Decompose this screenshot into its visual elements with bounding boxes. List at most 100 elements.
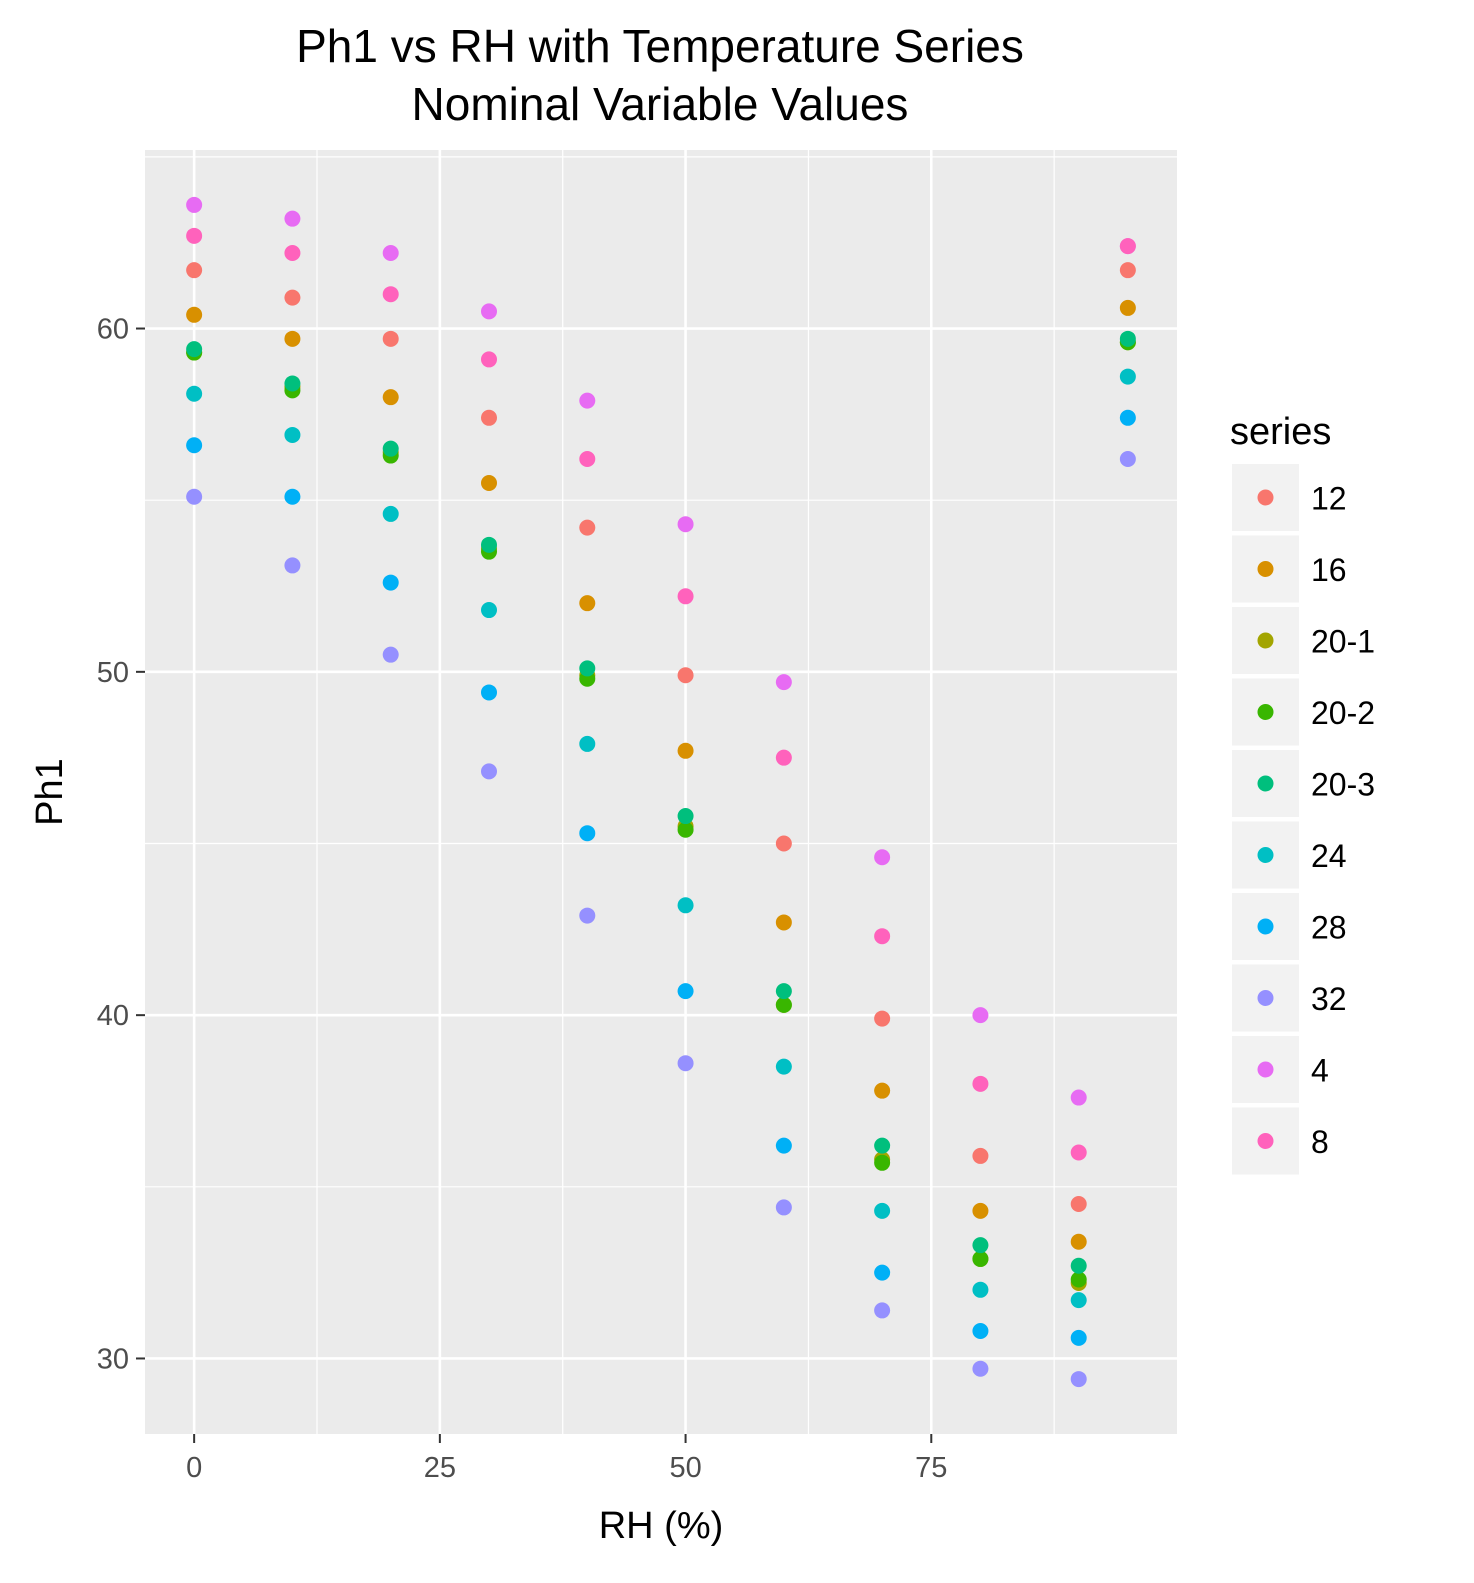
data-point-series-16 [775,914,792,931]
data-point-series-28 [186,437,203,454]
data-point-series-4 [677,516,694,533]
data-point-series-28 [972,1323,989,1340]
legend-key-marker [1257,489,1274,506]
legend-key-marker [1257,704,1274,720]
data-point-series-12 [775,835,792,852]
data-point-series-20-2 [972,1250,989,1267]
data-point-series-16 [284,330,301,347]
data-point-series-24 [1070,1292,1087,1309]
x-tick-label: 0 [186,1452,202,1484]
data-point-series-4 [186,196,203,213]
legend-label: 28 [1311,910,1347,946]
data-point-series-28 [1070,1329,1087,1346]
data-point-series-12 [186,262,203,279]
data-point-series-20-3 [186,341,203,358]
data-point-series-32 [874,1302,891,1319]
data-point-series-32 [579,907,596,924]
data-point-series-20-3 [1070,1257,1087,1274]
legend-key-marker [1257,775,1274,792]
legend-key-marker [1257,1061,1274,1078]
data-point-series-4 [579,392,596,409]
data-point-series-12 [677,667,694,684]
y-axis-ticks: 30 40 50 60 [97,314,145,1375]
data-point-series-28 [284,488,301,505]
legend-title: series [1230,411,1331,453]
data-point-series-32 [382,646,399,663]
data-point-series-24 [677,897,694,914]
data-point-series-20-2 [874,1154,891,1171]
data-point-series-20-3 [775,983,792,1000]
data-point-series-24 [972,1281,989,1298]
chart-subtitle: Nominal Variable Values [412,78,909,130]
data-point-series-24 [382,505,399,522]
data-point-series-12 [1070,1195,1087,1212]
data-point-series-20-3 [972,1237,989,1254]
data-point-series-20-3 [382,440,399,457]
legend-label: 32 [1311,981,1347,1017]
data-point-series-32 [972,1360,989,1377]
legend-label: 4 [1311,1053,1329,1089]
data-point-series-20-2 [1070,1271,1087,1288]
data-point-series-20-3 [579,660,596,677]
data-point-series-4 [1070,1089,1087,1106]
y-tick-label: 60 [97,314,129,346]
x-tick-label: 25 [424,1452,456,1484]
data-point-series-20-3 [481,536,497,553]
legend-key-marker [1257,918,1274,935]
data-point-series-16 [874,1082,891,1099]
y-tick-label: 30 [97,1343,129,1375]
x-axis-ticks: 0 25 50 75 [186,1434,947,1484]
data-point-series-28 [382,574,399,591]
data-point-series-28 [775,1137,792,1154]
data-point-series-20-3 [874,1137,891,1154]
data-points [186,196,1136,1388]
data-point-series-32 [1070,1371,1087,1388]
data-point-series-12 [481,409,497,426]
y-axis-title: Ph1 [29,758,71,826]
data-point-series-20-3 [1119,330,1136,347]
legend: 12 16 20-1 20-2 20-3 24 28 32 4 8 [1232,464,1375,1175]
data-point-series-8 [579,450,596,467]
data-point-series-4 [972,1007,989,1024]
data-point-series-20-3 [284,375,301,392]
data-point-series-8 [382,286,399,303]
data-point-series-28 [481,684,497,701]
data-point-series-24 [481,602,497,619]
data-point-series-16 [186,306,203,323]
data-point-series-28 [579,825,596,842]
y-tick-label: 40 [97,1000,129,1032]
data-point-series-8 [775,749,792,766]
plot-panel [145,150,1177,1434]
data-point-series-4 [481,303,497,320]
data-point-series-12 [579,519,596,536]
data-point-series-8 [284,244,301,261]
legend-label: 20-1 [1311,624,1375,660]
data-point-series-32 [775,1199,792,1216]
data-point-series-4 [874,849,891,866]
data-point-series-28 [1119,409,1136,426]
legend-key-marker [1257,847,1274,863]
data-point-series-12 [972,1147,989,1164]
data-point-series-24 [579,735,596,752]
data-point-series-20-3 [677,808,694,825]
data-point-series-8 [874,928,891,945]
data-point-series-28 [874,1264,891,1281]
x-tick-label: 50 [669,1452,701,1484]
data-point-series-16 [382,389,399,406]
legend-label: 8 [1311,1124,1329,1160]
data-point-series-4 [284,210,301,227]
data-point-series-8 [186,227,203,244]
data-point-series-16 [1070,1233,1087,1250]
legend-key-marker [1257,990,1274,1006]
data-point-series-12 [284,289,301,306]
data-point-series-8 [972,1075,989,1092]
data-point-series-16 [579,595,596,612]
legend-key-marker [1257,561,1274,577]
data-point-series-32 [677,1055,694,1072]
data-point-series-24 [186,385,203,402]
data-point-series-16 [1119,299,1136,316]
data-point-series-20-2 [775,996,792,1013]
legend-key-marker [1257,1133,1274,1149]
